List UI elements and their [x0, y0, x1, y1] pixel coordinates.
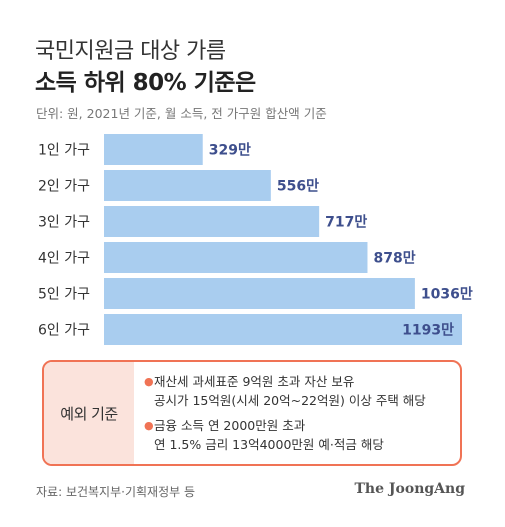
category-label: 1인 가구: [38, 143, 90, 159]
bar: [104, 170, 271, 201]
exception-criteria-label: 예외 기준: [44, 362, 134, 464]
bullet-dot-icon: ●: [144, 375, 154, 388]
bar: [104, 314, 462, 345]
exception-item: ● 금융 소득 연 2000만원 초과 연 1.5% 금리 13억4000만원 …: [144, 416, 454, 454]
bar: [104, 242, 368, 273]
bar: [104, 206, 320, 237]
category-label: 5인 가구: [38, 287, 90, 303]
category-label: 3인 가구: [38, 215, 90, 231]
chart-title-line2: 소득 하위 80% 기준은: [35, 70, 256, 96]
value-label: 556만: [277, 179, 319, 195]
bar-chart: 1인 가구 329만 2인 가구 556만 3인 가구 717만 4인 가구 878만 5인 가…: [38, 134, 473, 345]
brand-logo: The JoongAng: [354, 481, 465, 497]
exception-item-line: 재산세 과세표준 9억원 초과 자산 보유: [154, 374, 355, 389]
source-note: 자료: 보건복지부·기획재정부 등: [36, 485, 196, 499]
bar: [104, 134, 203, 165]
exception-criteria-box: 예외 기준 ● 재산세 과세표준 9억원 초과 자산 보유 공시가 15억원(시…: [42, 360, 462, 466]
value-label: 1193만: [402, 323, 454, 339]
exception-criteria-list: ● 재산세 과세표준 9억원 초과 자산 보유 공시가 15억원(시세 20억~…: [144, 372, 454, 460]
exception-item: ● 재산세 과세표준 9억원 초과 자산 보유 공시가 15억원(시세 20억~…: [144, 372, 454, 410]
unit-note: 단위: 원, 2021년 기준, 월 소득, 전 가구원 합산액 기준: [36, 106, 327, 121]
exception-item-line: 연 1.5% 금리 13억4000만원 예·적금 해당: [154, 437, 384, 452]
category-label: 2인 가구: [38, 179, 90, 195]
category-label: 4인 가구: [38, 251, 90, 267]
value-label: 1036만: [421, 287, 473, 303]
value-label: 878만: [373, 251, 415, 267]
exception-item-line: 공시가 15억원(시세 20억~22억원) 이상 주택 해당: [154, 393, 426, 408]
chart-title-line1: 국민지원금 대상 가름: [35, 39, 226, 64]
bar: [104, 278, 415, 309]
bullet-dot-icon: ●: [144, 419, 154, 432]
category-label: 6인 가구: [38, 323, 90, 339]
exception-item-line: 금융 소득 연 2000만원 초과: [154, 418, 306, 433]
value-label: 329만: [209, 143, 251, 159]
value-label: 717만: [325, 215, 367, 231]
